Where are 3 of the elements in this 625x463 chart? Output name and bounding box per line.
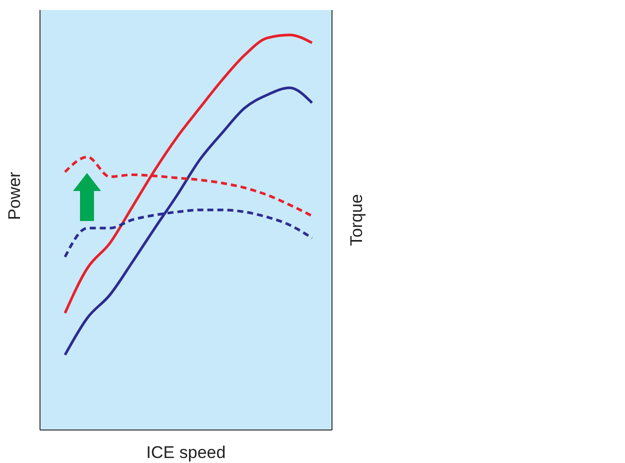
y-axis-title: Power xyxy=(5,171,24,220)
x-axis-title: ICE speed xyxy=(146,443,226,462)
y2-axis-title: Torque xyxy=(347,194,366,246)
